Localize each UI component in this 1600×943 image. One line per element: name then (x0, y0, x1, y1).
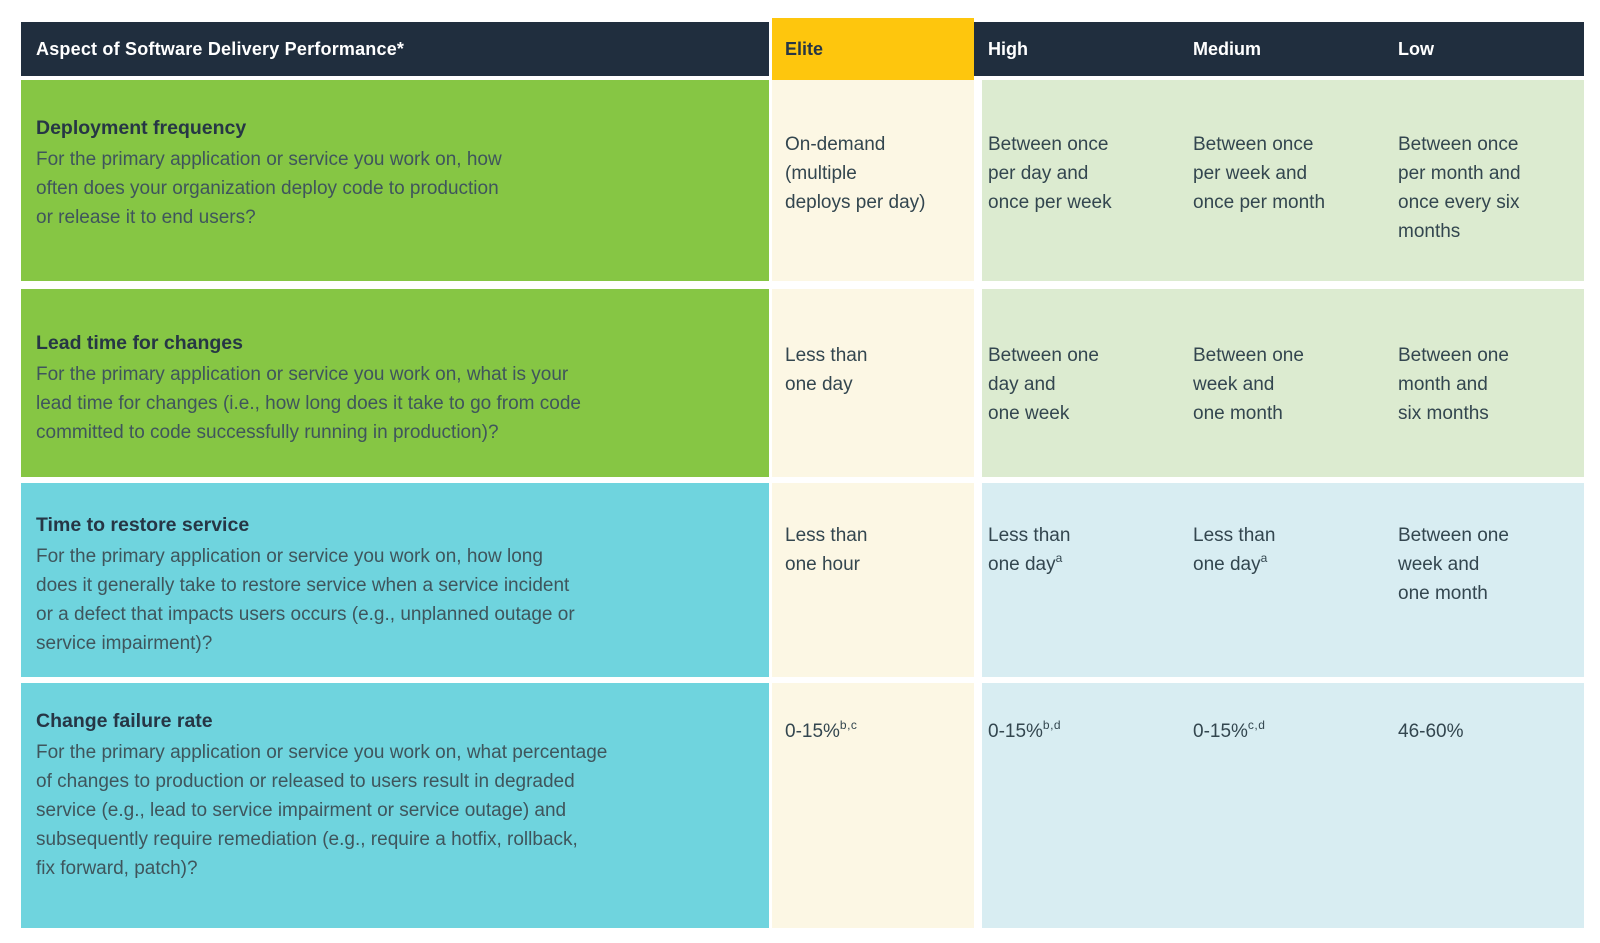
value-cell-low: Between one week and one month (1398, 483, 1584, 677)
value: Between once per month and once every si… (1398, 80, 1572, 246)
value-cell-high: Less than one daya (982, 483, 1193, 677)
metric-title: Change failure rate (36, 710, 213, 732)
metric-question: For the primary application or service y… (36, 546, 575, 654)
value-text: 46-60% (1398, 721, 1464, 742)
aspect-cell: Deployment frequency For the primary app… (21, 80, 769, 281)
value-cell-elite: 0-15%b,c (772, 683, 974, 928)
table-row: Lead time for changes For the primary ap… (21, 289, 1584, 477)
value-text: Less than one day (785, 345, 868, 395)
value-cell-low: Between once per month and once every si… (1398, 80, 1584, 281)
value-superscript: a (1260, 550, 1268, 565)
value-superscript: b,d (1042, 717, 1062, 732)
value-cell-low: Between one month and six months (1398, 289, 1584, 477)
header-cell-elite: Elite (772, 18, 974, 80)
value-text: 0-15% (988, 721, 1043, 742)
value-superscript: c,d (1247, 717, 1266, 732)
value: On-demand (multiple deploys per day) (785, 80, 964, 217)
header-cell-high: High (988, 38, 1028, 59)
metric-question: For the primary application or service y… (36, 364, 581, 443)
table-row: Time to restore service For the primary … (21, 483, 1584, 677)
value-text: Less than one day (1193, 525, 1276, 575)
value-cells-group: Between one day and one week Between one… (982, 289, 1584, 477)
table-header-row: Aspect of Software Delivery Performance*… (21, 18, 1584, 80)
header-cell-medium: Medium (1193, 38, 1262, 59)
value-text: On-demand (multiple deploys per day) (785, 134, 926, 213)
header-cell-aspect: Aspect of Software Delivery Performance* (21, 22, 769, 76)
value-text: Less than one hour (785, 525, 868, 575)
value-cell-medium: 0-15%c,d (1193, 683, 1398, 928)
value-cell-low: 46-60% (1398, 683, 1584, 928)
value-text: Between one week and one month (1398, 525, 1509, 604)
value: Between one month and six months (1398, 289, 1572, 428)
value-text: Between once per month and once every si… (1398, 134, 1521, 242)
header-aspect-label: Aspect of Software Delivery Performance* (36, 38, 405, 59)
column-gutter (974, 80, 982, 281)
header-elite-label: Elite (785, 38, 824, 59)
value: Less than one hour (785, 483, 964, 579)
value: Between once per week and once per month (1193, 80, 1390, 217)
header-cell-low: Low (1398, 38, 1434, 59)
software-delivery-performance-table: Aspect of Software Delivery Performance*… (21, 18, 1584, 928)
value-cell-elite: Less than one hour (772, 483, 974, 677)
value-cell-elite: On-demand (multiple deploys per day) (772, 80, 974, 281)
column-gutter (974, 483, 982, 677)
value-text: Between one week and one month (1193, 345, 1304, 424)
value-text: Between once per week and once per month (1193, 134, 1326, 213)
column-gutter (974, 683, 982, 928)
value-text: 0-15% (785, 721, 840, 742)
value-text: 0-15% (1193, 721, 1248, 742)
value-cell-medium: Between once per week and once per month (1193, 80, 1398, 281)
value: 0-15%b,c (785, 683, 964, 746)
table-row: Change failure rate For the primary appl… (21, 683, 1584, 928)
value: Between one week and one month (1398, 483, 1572, 608)
value-cell-medium: Between one week and one month (1193, 289, 1398, 477)
value-cell-high: Between one day and one week (982, 289, 1193, 477)
value-text: Between one month and six months (1398, 345, 1509, 424)
header-levels-group: High Medium Low (974, 22, 1584, 76)
value: 46-60% (1398, 683, 1572, 746)
metric-title: Lead time for changes (36, 332, 243, 354)
value-cells-group: 0-15%b,d 0-15%c,d 46-60% (982, 683, 1584, 928)
aspect-cell: Lead time for changes For the primary ap… (21, 289, 769, 477)
value-cell-high: Between once per day and once per week (982, 80, 1193, 281)
value: Less than one daya (988, 483, 1185, 579)
value: Less than one day (785, 289, 964, 399)
value-text: Between once per day and once per week (988, 134, 1112, 213)
aspect-cell: Change failure rate For the primary appl… (21, 683, 769, 928)
table-row: Deployment frequency For the primary app… (21, 80, 1584, 281)
value: 0-15%b,d (988, 683, 1185, 746)
value-superscript: a (1055, 550, 1063, 565)
value: Less than one daya (1193, 483, 1390, 579)
metric-question: For the primary application or service y… (36, 149, 502, 228)
metric-title: Deployment frequency (36, 117, 247, 139)
value-cells-group: Less than one daya Less than one daya Be… (982, 483, 1584, 677)
metric-title: Time to restore service (36, 514, 250, 536)
value-text: Less than one day (988, 525, 1071, 575)
value-text: Between one day and one week (988, 345, 1099, 424)
value-cell-elite: Less than one day (772, 289, 974, 477)
value: Between one day and one week (988, 289, 1185, 428)
value: 0-15%c,d (1193, 683, 1390, 746)
value: Between once per day and once per week (988, 80, 1185, 217)
aspect-cell: Time to restore service For the primary … (21, 483, 769, 677)
metric-question: For the primary application or service y… (36, 742, 608, 879)
value: Between one week and one month (1193, 289, 1390, 428)
value-superscript: b,c (839, 717, 858, 732)
value-cells-group: Between once per day and once per week B… (982, 80, 1584, 281)
column-gutter (974, 289, 982, 477)
header-right-group: Elite High Medium Low (772, 18, 1584, 80)
value-cell-medium: Less than one daya (1193, 483, 1398, 677)
value-cell-high: 0-15%b,d (982, 683, 1193, 928)
